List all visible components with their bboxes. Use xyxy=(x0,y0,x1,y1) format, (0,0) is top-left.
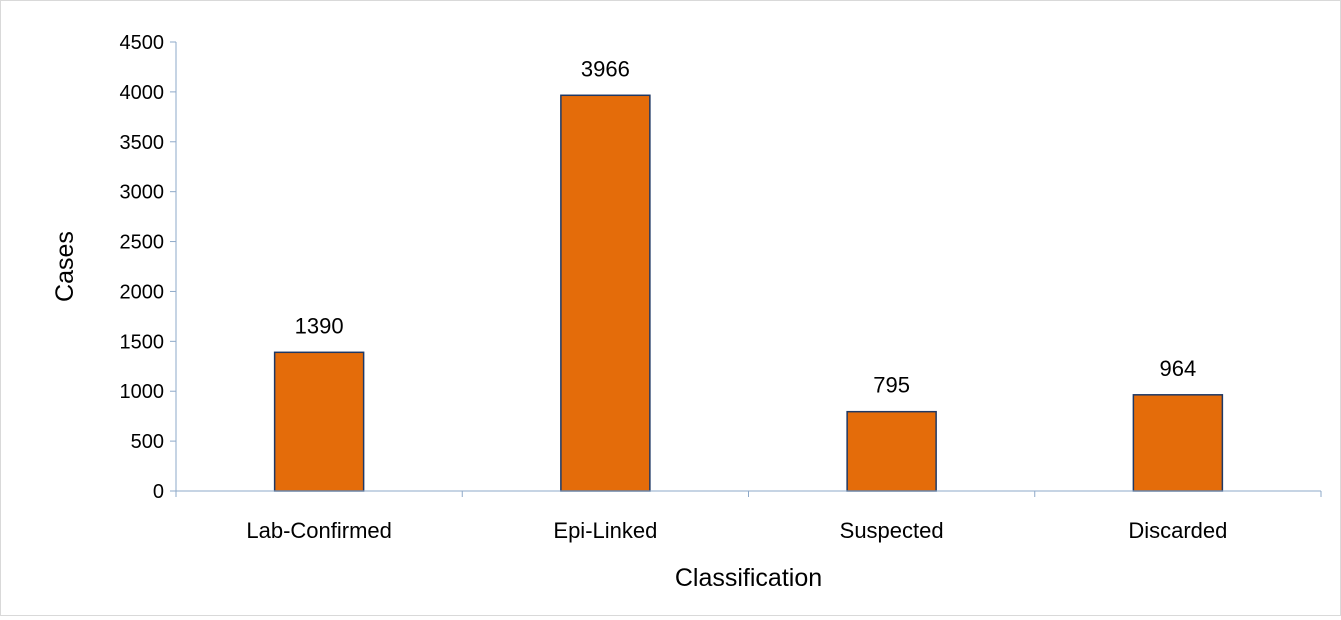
y-tick-label: 4500 xyxy=(120,32,165,54)
bar-data-labels: 1390 3966 795 964 xyxy=(295,56,1197,397)
bar-data-label: 964 xyxy=(1160,356,1197,381)
bars xyxy=(273,94,1224,492)
x-axis-ticks xyxy=(175,491,1322,497)
y-tick-label: 4000 xyxy=(120,82,165,104)
y-tick-label: 2000 xyxy=(120,281,165,303)
x-axis-title: Classification xyxy=(675,564,822,592)
x-tick-label: Epi-Linked xyxy=(553,518,657,543)
y-tick-label: 3000 xyxy=(120,182,165,204)
y-tick-label: 1500 xyxy=(120,331,165,353)
y-tick-label: 3500 xyxy=(120,132,165,154)
y-axis-ticks xyxy=(170,41,176,492)
x-tick-label: Lab-Confirmed xyxy=(246,518,392,543)
bar-lab-confirmed xyxy=(273,351,365,492)
x-tick-label: Suspected xyxy=(840,518,944,543)
bar-data-label: 795 xyxy=(873,373,910,398)
y-axis-tick-labels: 0 500 1000 1500 2000 2500 3000 3500 4000 4500 xyxy=(120,32,165,503)
y-tick-label: 2500 xyxy=(120,232,165,254)
y-tick-label: 0 xyxy=(153,481,164,503)
bar-data-label: 3966 xyxy=(581,56,630,81)
bar-data-label: 1390 xyxy=(295,313,344,338)
bar-epi-linked xyxy=(560,94,651,492)
bar-suspected xyxy=(846,410,937,492)
y-tick-label: 500 xyxy=(131,431,164,453)
y-tick-label: 1000 xyxy=(120,381,165,403)
bar-discarded xyxy=(1132,394,1224,492)
x-axis-tick-labels: Lab-Confirmed Epi-Linked Suspected Discarde… xyxy=(246,518,1227,543)
y-axis-title: Cases xyxy=(51,231,79,302)
x-tick-label: Discarded xyxy=(1128,518,1227,543)
